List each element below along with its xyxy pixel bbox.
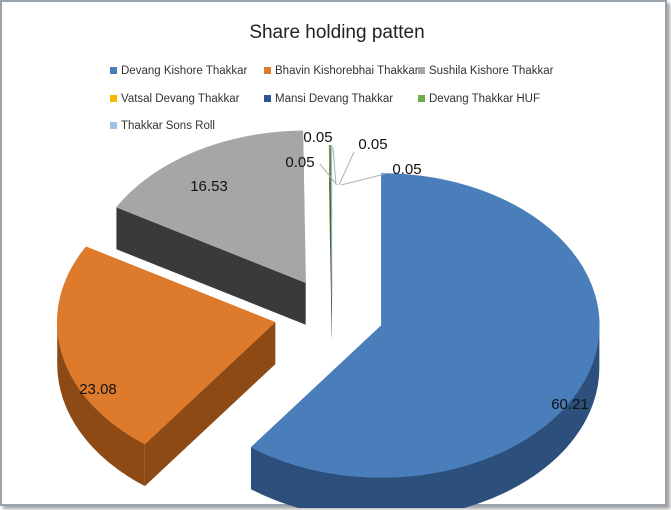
- leader-line: [319, 163, 338, 186]
- legend-label: Devang Thakkar HUF: [429, 93, 540, 105]
- data-label-devang-kishore-thakkar: 60.21: [551, 396, 589, 413]
- legend-item-thakkar-sons-roll: Thakkar Sons Roll: [110, 120, 215, 132]
- legend-label: Sushila Kishore Thakkar: [429, 65, 554, 77]
- data-label-vatsal-devang-thakkar: 0.05: [392, 161, 421, 178]
- slice-top: [331, 145, 333, 298]
- slice-side: [251, 325, 600, 508]
- slice-devang-kishore-thakkar: [250, 173, 600, 508]
- data-label-mansi-devang-thakkar: 0.05: [358, 136, 387, 153]
- data-labels: 60.21 23.08 16.53 0.05 0.05 0.05 0.05: [79, 129, 589, 413]
- slice-sushila-kishore-thakkar: [116, 130, 306, 325]
- legend-label: Devang Kishore Thakkar: [121, 65, 248, 77]
- data-label-bhavin-kishorebhai-thakkar: 23.08: [79, 381, 117, 398]
- legend: Devang Kishore Thakkar Bhavin Kishorebhai…: [110, 65, 554, 132]
- legend-item-bhavin-kishorebhai-thakkar: Bhavin Kishorebhai Thakkar: [264, 65, 419, 77]
- slice-side: [57, 322, 145, 487]
- legend-label: Bhavin Kishorebhai Thakkar: [275, 65, 419, 77]
- chart-title: Share holding patten: [249, 22, 424, 43]
- legend-swatch: [418, 95, 425, 102]
- legend-swatch: [110, 122, 117, 129]
- legend-item-sushila-kishore-thakkar: Sushila Kishore Thakkar: [418, 65, 554, 77]
- leader-line: [338, 151, 355, 186]
- legend-item-vatsal-devang-thakkar: Vatsal Devang Thakkar: [110, 93, 240, 105]
- legend-item-devang-kishore-thakkar: Devang Kishore Thakkar: [110, 65, 248, 77]
- legend-label: Thakkar Sons Roll: [121, 120, 215, 132]
- data-label-sushila-kishore-thakkar: 16.53: [190, 178, 228, 195]
- data-label-thakkar-sons-roll: 0.05: [303, 129, 332, 146]
- slice-wall: [144, 322, 276, 487]
- slice-top: [57, 246, 276, 445]
- legend-swatch: [110, 67, 117, 74]
- legend-swatch: [264, 95, 271, 102]
- legend-item-mansi-devang-thakkar: Mansi Devang Thakkar: [264, 93, 393, 105]
- slice-top: [250, 173, 600, 478]
- slice-thakkar-sons-roll: [331, 145, 333, 340]
- leader-line: [340, 173, 386, 186]
- slice-bhavin-kishorebhai-thakkar: [57, 246, 276, 487]
- leader-line: [332, 146, 337, 186]
- slice-top: [116, 130, 306, 284]
- pie-slices: [57, 130, 600, 508]
- data-label-devang-thakkar-huf: 0.05: [285, 154, 314, 171]
- legend-swatch: [264, 67, 271, 74]
- legend-swatch: [418, 67, 425, 74]
- legend-item-devang-thakkar-huf: Devang Thakkar HUF: [418, 93, 540, 105]
- legend-label: Vatsal Devang Thakkar: [121, 93, 240, 105]
- legend-label: Mansi Devang Thakkar: [275, 93, 393, 105]
- slice-wall: [116, 207, 306, 325]
- legend-swatch: [110, 95, 117, 102]
